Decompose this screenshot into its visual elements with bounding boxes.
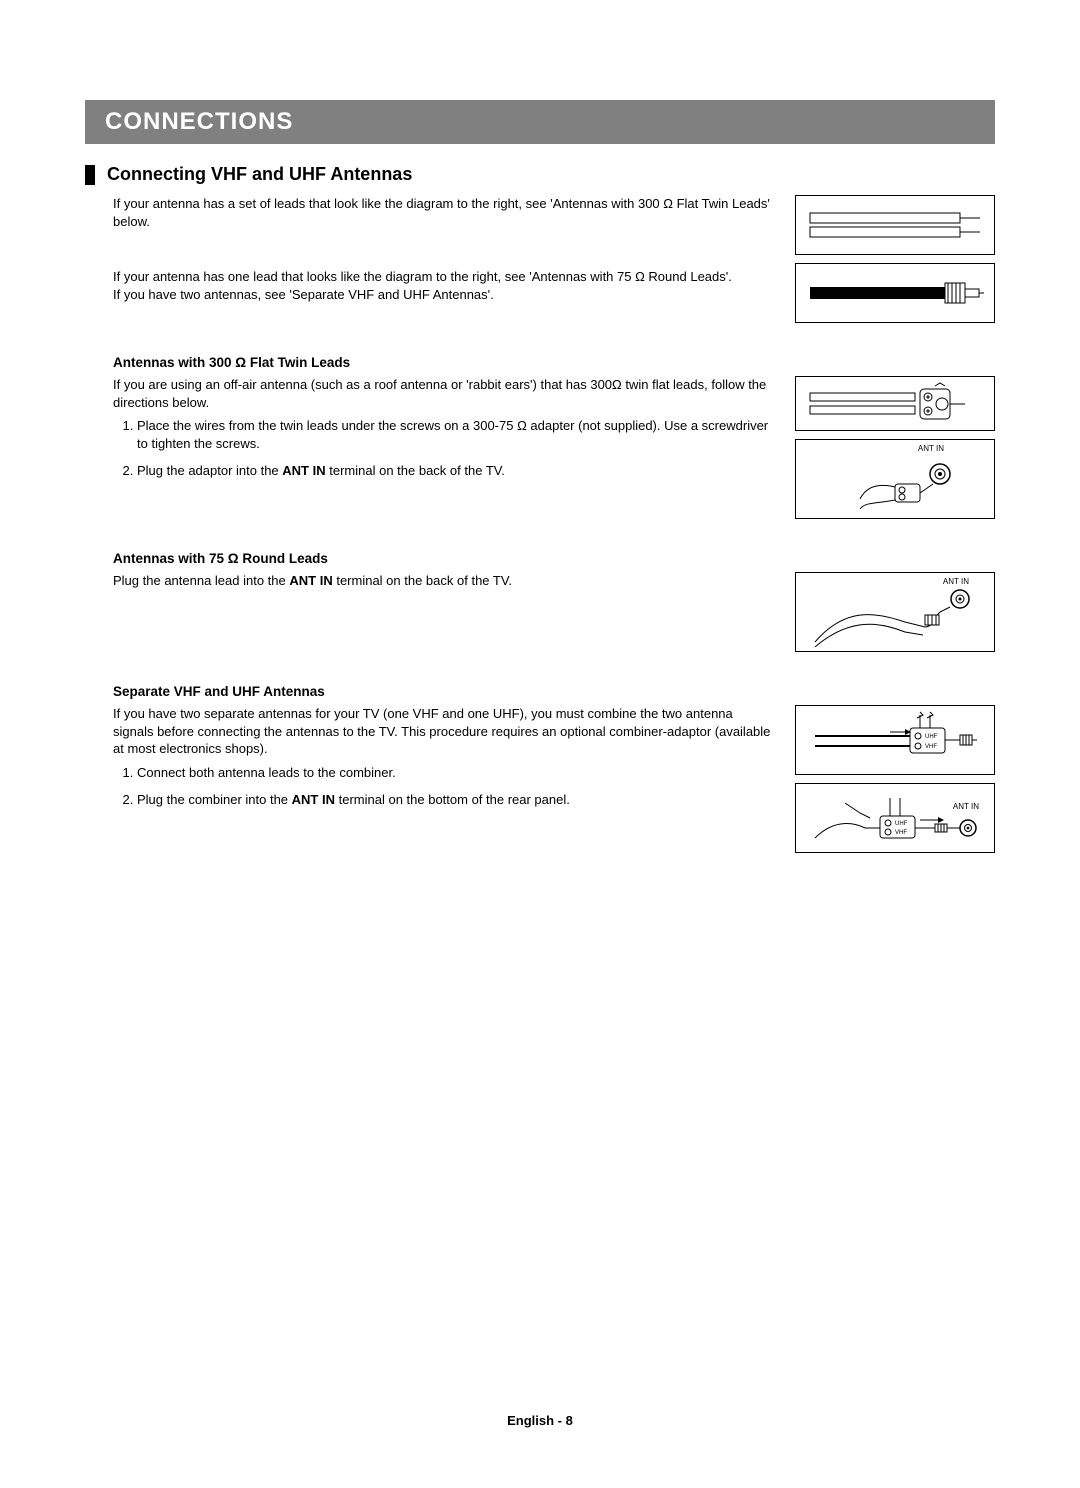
sub3-step-2: Plug the combiner into the ANT IN termin… <box>137 791 775 809</box>
intro-text-1: If your antenna has a set of leads that … <box>113 195 775 230</box>
vhf-text-1: VHF <box>925 744 937 750</box>
sub1-steps: Place the wires from the twin leads unde… <box>113 417 775 480</box>
vhf-text-2: VHF <box>895 830 907 836</box>
sub3-steps: Connect both antenna leads to the combin… <box>113 764 775 809</box>
section-marker <box>85 165 95 185</box>
diagram-ant-in-1: ANT IN <box>795 439 995 519</box>
diagram-adapter <box>795 376 995 431</box>
adapter-svg <box>805 381 985 426</box>
page-footer: English - 8 <box>0 1413 1080 1428</box>
sub3-intro: If you have two separate antennas for yo… <box>113 705 775 758</box>
diagram-combiner-2: ANT IN UHF VHF <box>795 783 995 853</box>
sub1-step-1: Place the wires from the twin leads unde… <box>137 417 775 452</box>
page-header: CONNECTIONS <box>85 100 995 144</box>
intro-text-3: If you have two antennas, see 'Separate … <box>113 286 775 304</box>
ant-in-1-svg <box>805 444 985 514</box>
ant-in-label-1: ANT IN <box>918 444 944 453</box>
combiner-2-svg: UHF VHF <box>805 788 985 848</box>
uhf-text-2: UHF <box>895 821 908 827</box>
twin-lead-svg <box>805 205 985 245</box>
ant-in-label-3: ANT IN <box>953 802 979 811</box>
diagram-combiner-1: UHF VHF <box>795 705 995 775</box>
uhf-text-1: UHF <box>925 734 938 740</box>
sub3-title: Separate VHF and UHF Antennas <box>113 684 995 699</box>
round-lead-svg <box>805 273 985 313</box>
sub2-title: Antennas with 75 Ω Round Leads <box>113 551 995 566</box>
diagram-ant-in-2: ANT IN <box>795 572 995 652</box>
intro-text-2: If your antenna has one lead that looks … <box>113 268 775 286</box>
sub2-text: Plug the antenna lead into the ANT IN te… <box>113 572 775 590</box>
section-title-text: Connecting VHF and UHF Antennas <box>107 164 412 185</box>
ant-in-2-svg <box>805 577 985 647</box>
ant-in-label-2: ANT IN <box>943 577 969 586</box>
sub3-step-1: Connect both antenna leads to the combin… <box>137 764 775 782</box>
sub1-intro: If you are using an off-air antenna (suc… <box>113 376 775 411</box>
sub1-step-2: Plug the adaptor into the ANT IN termina… <box>137 462 775 480</box>
combiner-1-svg: UHF VHF <box>805 710 985 770</box>
diagram-twin-leads <box>795 195 995 255</box>
section-title-row: Connecting VHF and UHF Antennas <box>85 164 995 185</box>
sub1-title: Antennas with 300 Ω Flat Twin Leads <box>113 355 995 370</box>
diagram-round-lead <box>795 263 995 323</box>
